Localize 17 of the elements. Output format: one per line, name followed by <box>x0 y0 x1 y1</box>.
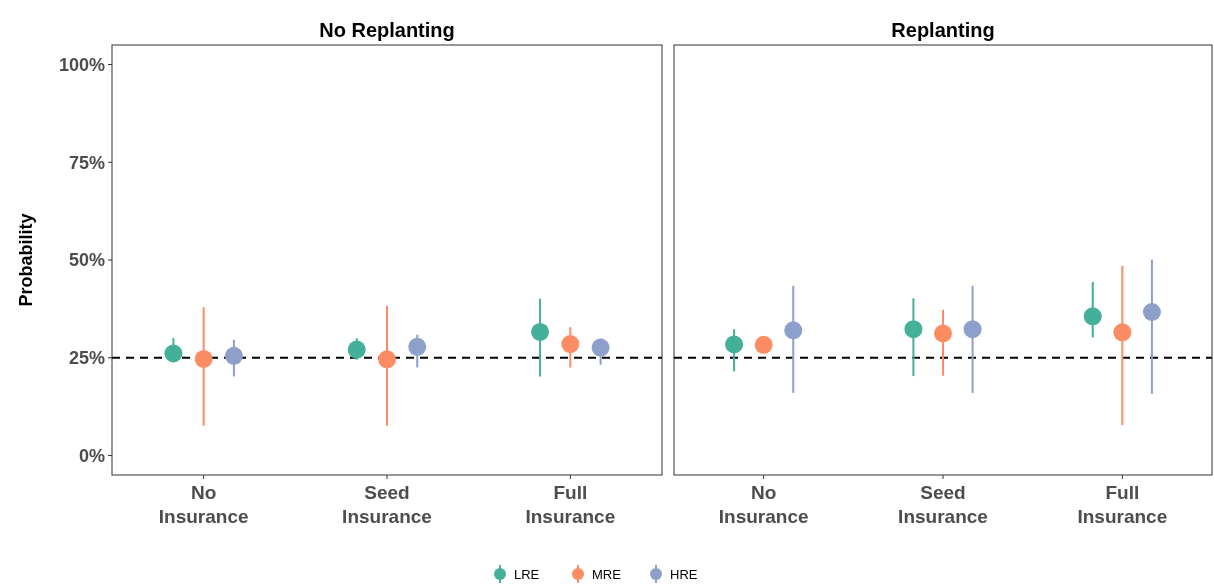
y-axis-title: Probability <box>16 213 36 307</box>
y-tick-label: 100% <box>58 54 105 75</box>
y-tick-label: 50% <box>68 250 105 271</box>
legend-label: LRE <box>514 566 540 582</box>
legend-label: MRE <box>592 566 622 582</box>
y-tick-label: 25% <box>68 348 105 369</box>
x-tick-label: Full Insurance <box>525 482 616 527</box>
chart-title: Replanting <box>891 19 995 41</box>
legend-label: HRE <box>670 566 698 582</box>
x-tick-label: No Insurance <box>718 482 809 527</box>
x-tick-label: Seed Insurance <box>342 482 432 527</box>
x-tick-label: Seed Insurance <box>898 482 988 527</box>
x-tick-label: No Insurance <box>158 482 249 527</box>
y-tick-label: 75% <box>68 152 105 173</box>
y-tick-label: 0% <box>78 445 105 466</box>
chart-title: No Replanting <box>319 19 455 41</box>
x-tick-label: Full Insurance <box>1077 482 1168 527</box>
